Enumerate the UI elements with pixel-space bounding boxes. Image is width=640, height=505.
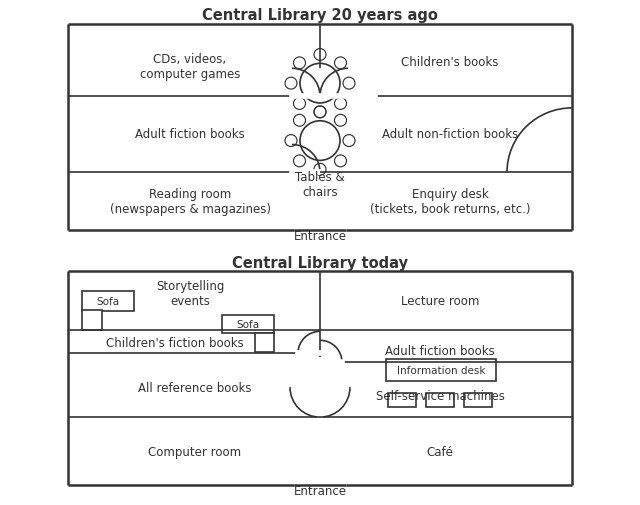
Bar xyxy=(222,316,274,334)
Text: Lecture room: Lecture room xyxy=(401,294,479,307)
Text: Entrance: Entrance xyxy=(294,229,346,242)
Text: Storytelling
events: Storytelling events xyxy=(156,280,224,308)
Text: Reading room
(newspapers & magazines): Reading room (newspapers & magazines) xyxy=(109,187,271,216)
Text: Sofa: Sofa xyxy=(236,320,260,330)
Bar xyxy=(82,311,102,331)
Text: Information desk: Information desk xyxy=(397,366,485,376)
Bar xyxy=(388,393,416,408)
Text: Children's fiction books: Children's fiction books xyxy=(106,336,244,349)
Bar xyxy=(426,393,454,408)
Text: Computer room: Computer room xyxy=(148,445,241,458)
Text: Adult fiction books: Adult fiction books xyxy=(385,344,495,357)
Text: Central Library today: Central Library today xyxy=(232,256,408,271)
Text: Children's books: Children's books xyxy=(401,56,499,69)
Text: CDs, videos,
computer games: CDs, videos, computer games xyxy=(140,53,240,81)
Bar xyxy=(255,334,274,352)
Text: Café: Café xyxy=(427,445,453,458)
Text: All reference books: All reference books xyxy=(138,381,252,394)
Bar xyxy=(386,360,496,381)
Bar xyxy=(82,292,134,312)
Text: Tables &
chairs: Tables & chairs xyxy=(295,171,345,199)
Text: Self-service machines: Self-service machines xyxy=(376,389,504,402)
Text: Entrance: Entrance xyxy=(294,484,346,497)
Text: Enquiry desk
(tickets, book returns, etc.): Enquiry desk (tickets, book returns, etc… xyxy=(370,187,531,216)
Bar xyxy=(464,393,492,408)
Text: Adult fiction books: Adult fiction books xyxy=(135,128,245,141)
Text: Adult non-fiction books: Adult non-fiction books xyxy=(382,128,518,141)
Text: Central Library 20 years ago: Central Library 20 years ago xyxy=(202,8,438,23)
Text: Sofa: Sofa xyxy=(97,297,120,307)
